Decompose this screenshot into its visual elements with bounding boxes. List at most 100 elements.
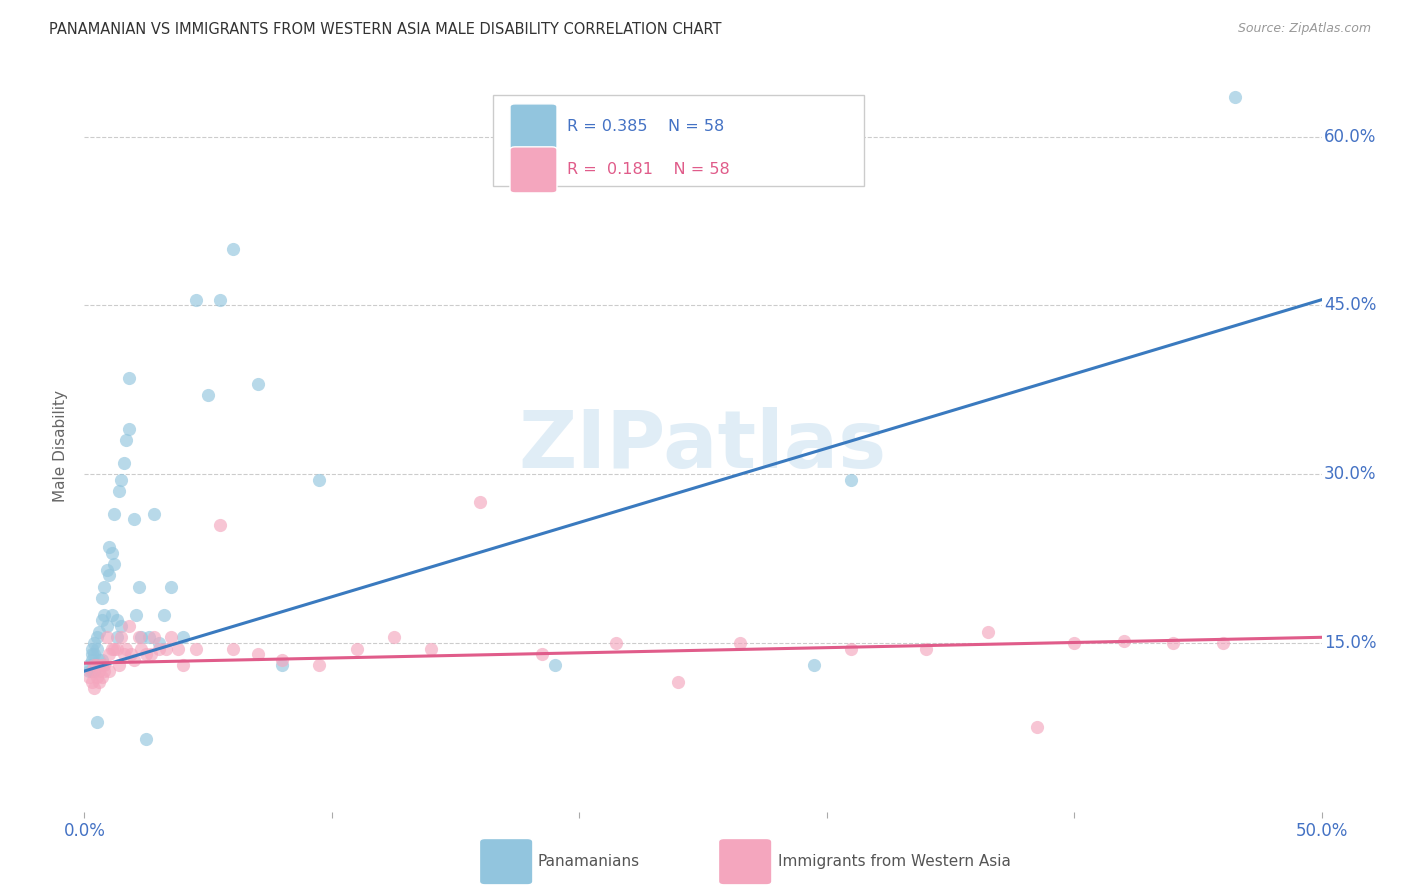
Point [110, 473, 132, 487]
Point [141, 647, 163, 661]
Point [98, 647, 121, 661]
Point [80, 675, 103, 690]
Point [83, 681, 105, 695]
Point [122, 512, 145, 526]
Point [222, 641, 245, 656]
Point [803, 658, 825, 673]
Point [666, 675, 689, 690]
Point [160, 580, 183, 594]
Point [110, 619, 132, 633]
FancyBboxPatch shape [510, 147, 557, 193]
Text: Source: ZipAtlas.com: Source: ZipAtlas.com [1237, 22, 1371, 36]
Text: Panamanians: Panamanians [537, 855, 640, 869]
Point [96, 563, 118, 577]
Text: Immigrants from Western Asia: Immigrants from Western Asia [778, 855, 1011, 869]
Point [103, 507, 125, 521]
Point [83, 647, 105, 661]
Text: PANAMANIAN VS IMMIGRANTS FROM WESTERN ASIA MALE DISABILITY CORRELATION CHART: PANAMANIAN VS IMMIGRANTS FROM WESTERN AS… [49, 22, 721, 37]
Point [115, 434, 138, 448]
Point [184, 293, 207, 307]
Point [80, 647, 103, 661]
Point [98, 541, 121, 555]
Point [129, 630, 152, 644]
Point [80, 641, 103, 656]
Point [1112, 633, 1135, 648]
Point [135, 731, 157, 746]
Point [83, 658, 105, 673]
Point [105, 630, 128, 644]
Text: R =  0.181    N = 58: R = 0.181 N = 58 [567, 162, 730, 178]
Point [246, 647, 269, 661]
Point [128, 580, 150, 594]
Point [100, 641, 122, 656]
Point [90, 591, 112, 605]
Point [93, 580, 115, 594]
Point [976, 624, 998, 639]
Point [86, 641, 108, 656]
Point [152, 607, 174, 622]
Point [83, 636, 105, 650]
Text: R = 0.385    N = 58: R = 0.385 N = 58 [567, 120, 724, 135]
Text: 30.0%: 30.0% [1324, 465, 1376, 483]
Point [209, 517, 232, 532]
Point [86, 658, 108, 673]
Point [115, 641, 138, 656]
Point [728, 636, 751, 650]
Point [160, 630, 183, 644]
Point [184, 641, 207, 656]
Point [129, 641, 152, 656]
Point [308, 473, 330, 487]
Point [142, 507, 165, 521]
FancyBboxPatch shape [510, 103, 557, 150]
Point [419, 641, 441, 656]
Point [89, 653, 111, 667]
Point [103, 557, 125, 571]
FancyBboxPatch shape [492, 95, 863, 186]
Point [120, 647, 142, 661]
Point [80, 664, 103, 678]
Point [222, 242, 245, 256]
Point [79, 670, 101, 684]
Point [90, 653, 112, 667]
Point [98, 664, 121, 678]
Point [148, 636, 170, 650]
Point [167, 641, 190, 656]
Point [90, 614, 112, 628]
Point [346, 641, 368, 656]
Point [543, 658, 565, 673]
Point [90, 658, 112, 673]
Y-axis label: Male Disability: Male Disability [53, 390, 69, 502]
Point [841, 473, 863, 487]
Point [86, 714, 108, 729]
Point [118, 422, 141, 436]
Point [100, 546, 122, 560]
Point [80, 664, 103, 678]
Point [142, 630, 165, 644]
Point [125, 607, 148, 622]
Point [197, 388, 219, 402]
Point [155, 641, 177, 656]
Point [79, 664, 101, 678]
Point [98, 568, 121, 582]
Point [172, 630, 194, 644]
Point [108, 658, 131, 673]
Point [122, 653, 145, 667]
Point [148, 641, 170, 656]
Point [470, 495, 492, 509]
Point [914, 641, 936, 656]
Point [86, 630, 108, 644]
Point [108, 483, 131, 498]
Point [93, 658, 115, 673]
Point [89, 624, 111, 639]
Point [135, 647, 157, 661]
Point [246, 377, 269, 392]
Point [110, 630, 132, 644]
Point [118, 619, 141, 633]
Text: 60.0%: 60.0% [1324, 128, 1376, 145]
Point [112, 456, 135, 470]
Point [105, 614, 128, 628]
Point [105, 641, 128, 656]
Point [531, 647, 554, 661]
Point [96, 619, 118, 633]
Text: ZIPatlas: ZIPatlas [519, 407, 887, 485]
